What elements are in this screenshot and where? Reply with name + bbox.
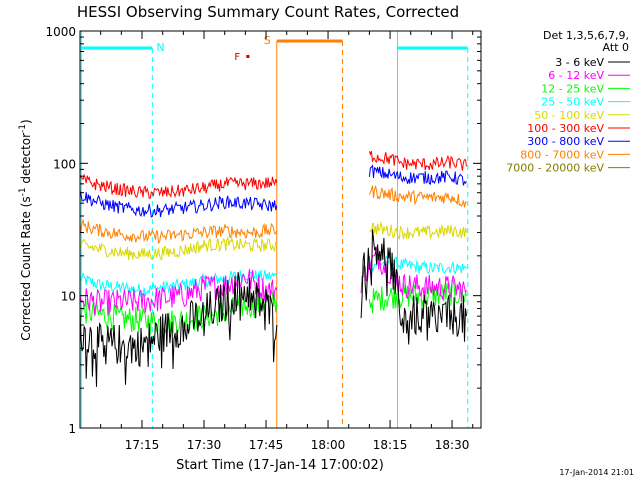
- x-axis-label: Start Time (17-Jan-14 17:00:02): [176, 458, 384, 473]
- legend-label-300-800-kev: 300 - 800 keV: [527, 135, 604, 148]
- series-line-3-6-kev: [79, 229, 467, 387]
- x-tick-label: 17:15: [125, 438, 160, 452]
- instrument-state-bands: N S F: [80, 31, 469, 428]
- y-axis-label-main: Corrected Count Rate (s: [19, 196, 33, 340]
- legend-title-line1: Det 1,3,5,6,7,9,: [543, 29, 629, 42]
- legend-label-7000-20000-kev: 7000 - 20000 keV: [506, 162, 604, 175]
- legend-label-25-50-kev: 25 - 50 keV: [541, 96, 604, 109]
- legend-label-6-12-kev: 6 - 12 keV: [548, 69, 604, 82]
- legend-label-3-6-kev: 3 - 6 keV: [555, 56, 604, 69]
- legend-label-50-100-kev: 50 - 100 keV: [534, 109, 604, 122]
- axis-ticks: 17:15 17:30 17:45 18:00 18:15 18:30 1 10 100 1000: [45, 25, 481, 452]
- x-tick-label: 18:30: [435, 438, 470, 452]
- legend-label-800-7000-kev: 800 - 7000 keV: [520, 148, 604, 161]
- footer-date: 17-Jan-2014 21:01: [559, 468, 634, 477]
- annotation-flare-label: F: [234, 52, 240, 63]
- x-tick-label: 18:15: [373, 438, 408, 452]
- series-line-12-25-kev: [79, 277, 467, 335]
- y-axis-label: Corrected Count Rate (s-1 detector-1): [18, 119, 33, 340]
- series-line-800-7000-kev: [79, 184, 467, 244]
- y-tick-label: 1: [68, 422, 76, 436]
- y-tick-label: 100: [53, 157, 76, 171]
- annotation-saa-label: S: [264, 34, 271, 47]
- series-layer: [79, 150, 467, 387]
- y-axis-label-sup2: -1: [18, 124, 28, 133]
- legend-title-line2: Att 0: [603, 41, 629, 54]
- legend-label-100-300-kev: 100 - 300 keV: [527, 122, 604, 135]
- chart-title: HESSI Observing Summary Count Rates, Cor…: [77, 3, 459, 21]
- y-tick-label: 1000: [45, 25, 76, 39]
- annotation-flare-marker: [246, 55, 250, 58]
- y-axis-label-mid: detector: [19, 133, 33, 188]
- series-line-100-300-kev: [79, 150, 467, 199]
- x-tick-label: 17:30: [187, 438, 222, 452]
- annotation-night-label: N: [156, 41, 164, 54]
- y-tick-label: 10: [61, 290, 76, 304]
- series-line-300-800-kev: [79, 164, 467, 218]
- x-tick-label: 17:45: [249, 438, 284, 452]
- x-tick-label: 18:00: [311, 438, 346, 452]
- legend-label-12-25-kev: 12 - 25 keV: [541, 82, 604, 95]
- series-line-6-12-kev: [79, 246, 467, 316]
- y-axis-label-end: ): [19, 119, 33, 124]
- y-axis-label-sup1: -1: [18, 187, 28, 196]
- series-line-50-100-kev: [79, 221, 467, 262]
- plot-frame: [79, 30, 482, 429]
